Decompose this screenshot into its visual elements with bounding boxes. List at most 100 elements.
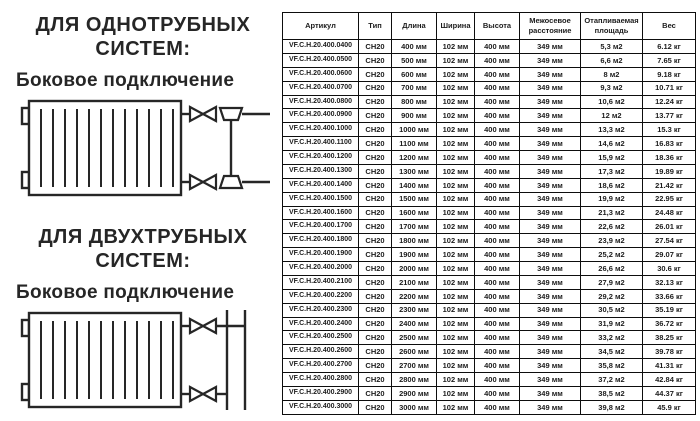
table-cell: VF.C.H.20.400.2100 (282, 274, 359, 290)
table-cell: 349 мм (519, 219, 581, 235)
right-panel: Артикул Тип Длина Ширина Высота Межосевое рас… (282, 0, 700, 421)
table-cell: 1400 мм (391, 177, 437, 193)
table-cell: 349 мм (519, 205, 581, 221)
table-row: VF.C.H.20.400.2800 CH20 2800 мм 102 мм 400 м… (282, 372, 696, 387)
table-cell: 31,9 м2 (580, 316, 643, 332)
table-cell: CH20 (358, 80, 392, 96)
table-cell: CH20 (358, 372, 392, 387)
radiator-fins-icon (40, 321, 174, 400)
table-cell: CH20 (358, 177, 392, 193)
valve-icon (188, 317, 218, 336)
table-header-row: Артикул Тип Длина Ширина Высота Межосевое рас… (282, 12, 696, 40)
table-row: VF.C.H.20.400.2700 CH20 2700 мм 102 мм 400 м… (282, 358, 696, 373)
table-row: VF.C.H.20.400.2200 CH20 2200 мм 102 мм 400 м… (282, 288, 696, 304)
table-cell: 17,3 м2 (580, 163, 643, 179)
table-cell: 5,3 м2 (580, 39, 643, 54)
table-cell: 102 мм (436, 302, 475, 318)
table-cell: 102 мм (436, 399, 475, 416)
table-cell: 400 мм (474, 233, 520, 249)
table-cell: 1100 мм (391, 136, 437, 151)
table-cell: 6.12 кг (642, 39, 696, 54)
table-cell: 3000 мм (391, 399, 437, 416)
table-cell: 2100 мм (391, 274, 437, 290)
table-cell: VF.C.H.20.400.1100 (282, 136, 359, 151)
table-cell: 102 мм (436, 385, 475, 401)
table-cell: VF.C.H.20.400.2600 (282, 344, 359, 360)
table-cell: 1000 мм (391, 122, 437, 138)
table-row: VF.C.H.20.400.1800 CH20 1800 мм 102 мм 400 м… (282, 233, 696, 249)
two-pipe-section-title: ДЛЯ ДВУХТРУБНЫХ СИСТЕМ: (14, 226, 272, 273)
table-cell: CH20 (358, 163, 392, 179)
table-cell: 2300 мм (391, 302, 437, 318)
table-cell: 349 мм (519, 247, 581, 262)
column-header: Межосевое расстояние (519, 12, 581, 40)
table-cell: 32.13 кг (642, 274, 696, 290)
table-cell: 19.89 кг (642, 163, 696, 179)
table-cell: CH20 (358, 302, 392, 318)
table-cell: VF.C.H.20.400.1200 (282, 150, 359, 165)
table-cell: 102 мм (436, 261, 475, 276)
radiator-spec-table: Артикул Тип Длина Ширина Высота Межосевое рас… (282, 12, 696, 416)
table-cell: 18,6 м2 (580, 177, 643, 193)
column-header: Вес (642, 12, 696, 40)
table-cell: VF.C.H.20.400.0400 (282, 39, 359, 54)
table-row: VF.C.H.20.400.0900 CH20 900 мм 102 мм 400 мм… (282, 108, 696, 124)
table-cell: 349 мм (519, 39, 581, 54)
table-cell: VF.C.H.20.400.1000 (282, 122, 359, 138)
table-cell: VF.C.H.20.400.2500 (282, 330, 359, 346)
table-cell: 15.3 кг (642, 122, 696, 138)
table-cell: 400 мм (474, 66, 520, 82)
column-header: Отапливаемая площадь (580, 12, 643, 40)
table-cell: 2000 мм (391, 261, 437, 276)
table-cell: 1500 мм (391, 191, 437, 207)
table-cell: 400 мм (474, 302, 520, 318)
table-cell: 349 мм (519, 66, 581, 82)
table-cell: CH20 (358, 316, 392, 332)
table-row: VF.C.H.20.400.1900 CH20 1900 мм 102 мм 400 м… (282, 247, 696, 262)
table-cell: 102 мм (436, 150, 475, 165)
table-row: VF.C.H.20.400.1100 CH20 1100 мм 102 мм 400 м… (282, 136, 696, 151)
table-cell: 12 м2 (580, 108, 643, 124)
table-cell: CH20 (358, 108, 392, 124)
single-pipe-subtitle: Боковое подключение (16, 70, 235, 92)
table-cell: 400 мм (474, 274, 520, 290)
table-cell: 36.72 кг (642, 316, 696, 332)
table-cell: VF.C.H.20.400.2900 (282, 385, 359, 401)
table-cell: CH20 (358, 358, 392, 373)
table-cell: 10,6 м2 (580, 94, 643, 110)
table-cell: 2500 мм (391, 330, 437, 346)
table-cell: 400 мм (474, 219, 520, 235)
table-cell: CH20 (358, 344, 392, 360)
table-cell: 400 мм (474, 288, 520, 304)
table-row: VF.C.H.20.400.2300 CH20 2300 мм 102 мм 400 м… (282, 302, 696, 318)
table-cell: 18.36 кг (642, 150, 696, 165)
table-cell: VF.C.H.20.400.0700 (282, 80, 359, 96)
table-cell: 349 мм (519, 399, 581, 416)
table-row: VF.C.H.20.400.2900 CH20 2900 мм 102 мм 400 м… (282, 385, 696, 401)
table-cell: 2400 мм (391, 316, 437, 332)
table-cell: 30,5 м2 (580, 302, 643, 318)
table-cell: 38.25 кг (642, 330, 696, 346)
table-cell: 10.71 кг (642, 80, 696, 96)
table-row: VF.C.H.20.400.2400 CH20 2400 мм 102 мм 400 м… (282, 316, 696, 332)
table-cell: 349 мм (519, 302, 581, 318)
table-cell: 35,8 м2 (580, 358, 643, 373)
table-cell: 400 мм (474, 316, 520, 332)
table-cell: 33,2 м2 (580, 330, 643, 346)
table-cell: 349 мм (519, 385, 581, 401)
table-cell: VF.C.H.20.400.0800 (282, 94, 359, 110)
table-cell: CH20 (358, 233, 392, 249)
title-line: ДЛЯ ДВУХТРУБНЫХ (38, 226, 248, 249)
table-cell: CH20 (358, 274, 392, 290)
valve-icon (188, 385, 218, 404)
table-cell: 38,5 м2 (580, 385, 643, 401)
table-cell: VF.C.H.20.400.2800 (282, 372, 359, 387)
table-row: VF.C.H.20.400.0600 CH20 600 мм 102 мм 400 мм… (282, 66, 696, 82)
table-cell: 102 мм (436, 136, 475, 151)
table-cell: 27,9 м2 (580, 274, 643, 290)
table-cell: CH20 (358, 94, 392, 110)
table-cell: VF.C.H.20.400.2700 (282, 358, 359, 373)
table-cell: VF.C.H.20.400.1900 (282, 247, 359, 262)
table-cell: CH20 (358, 136, 392, 151)
